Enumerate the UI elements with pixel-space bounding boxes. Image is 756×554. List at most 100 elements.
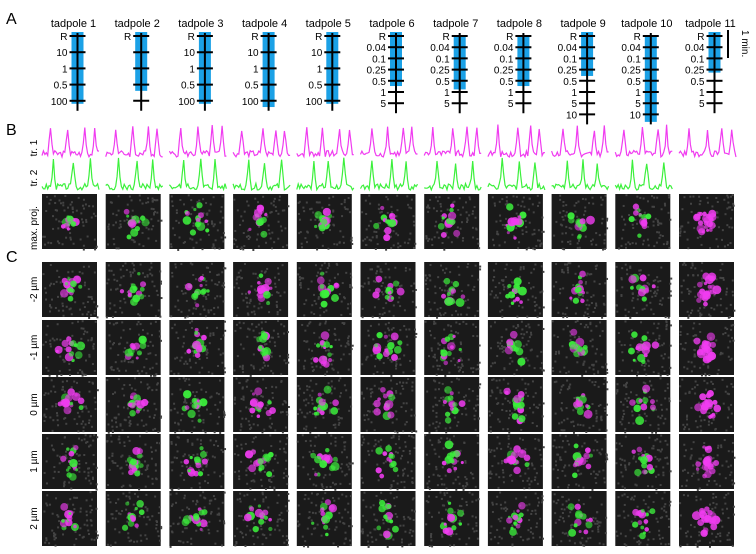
max-projection-tile bbox=[42, 194, 98, 251]
trace-2-line bbox=[424, 160, 482, 192]
z-slice-tile bbox=[360, 377, 418, 434]
z-slice-tile bbox=[42, 262, 99, 319]
stimulus-tick-label: 0.5 bbox=[499, 77, 513, 88]
stimulus-tick-label: 5 bbox=[444, 99, 450, 110]
z-slice-tile bbox=[42, 377, 99, 433]
z-slice-tile bbox=[679, 434, 736, 491]
z-slice-tile bbox=[233, 434, 289, 491]
z-offset-label: 1 µm bbox=[29, 450, 40, 472]
trace-2-line bbox=[614, 159, 673, 192]
z-slice-tile bbox=[360, 262, 417, 319]
max-projection-tile bbox=[360, 194, 417, 251]
tadpole-column: tadpole 7 R0.040.10.250.515 bbox=[423, 18, 482, 548]
z-slice-tile bbox=[424, 320, 481, 377]
tadpole-column: tadpole 5 R 10 1 0.5 100 bbox=[296, 18, 355, 548]
trace-1-line bbox=[359, 126, 418, 159]
max-projection-tile bbox=[169, 194, 227, 251]
z-slice-tile bbox=[169, 491, 226, 548]
max-projection-tile bbox=[296, 194, 354, 251]
stimulus-tick-label: 5 bbox=[572, 99, 578, 110]
z-slice-tile bbox=[42, 320, 97, 377]
z-slice-tile bbox=[424, 377, 482, 434]
z-slice-tile bbox=[615, 320, 672, 377]
stimulus-tick-label: 1 bbox=[699, 88, 705, 99]
tadpole-name: tadpole 6 bbox=[369, 18, 414, 30]
tadpole-name: tadpole 7 bbox=[433, 18, 478, 30]
trace-2-line bbox=[168, 158, 227, 192]
trace-2-line bbox=[41, 158, 100, 192]
z-slice-tile bbox=[615, 434, 672, 491]
stimulus-tick-label: 100 bbox=[242, 97, 259, 108]
z-slice-tile bbox=[424, 434, 480, 491]
stimulus-tick-label: 0.25 bbox=[621, 66, 641, 77]
tadpole-column: tadpole 6 R0.040.10.250.515 bbox=[359, 18, 419, 548]
stimulus-tick-label: 0.5 bbox=[627, 77, 641, 88]
tadpole-name: tadpole 5 bbox=[306, 18, 351, 30]
trace-1-line bbox=[678, 128, 737, 159]
stimulus-tick-label: 0.1 bbox=[436, 54, 450, 65]
z-slice-tile bbox=[42, 491, 99, 547]
tadpole-column: tadpole 4 R 10 1 0.5 100 bbox=[232, 18, 291, 547]
z-offset-label: 2 µm bbox=[29, 507, 40, 529]
z-slice-tile bbox=[551, 262, 609, 319]
z-slice-tile bbox=[679, 491, 735, 548]
stimulus-tick-label: 0.25 bbox=[685, 66, 705, 77]
tadpole-column: tadpole 11 R0.040.10.250.515 bbox=[678, 18, 737, 548]
stimulus-tick-label: 100 bbox=[306, 97, 323, 108]
z-slice-tile bbox=[551, 434, 609, 491]
stimulus-tick-label: 0.5 bbox=[54, 81, 68, 92]
tadpole-name: tadpole 8 bbox=[497, 18, 542, 30]
stimulus-tick-label: 100 bbox=[178, 97, 195, 108]
stimulus-tick-label: 1 bbox=[380, 88, 386, 99]
trace-2-line bbox=[232, 159, 291, 192]
z-slice-tile bbox=[42, 434, 99, 491]
stimulus-tick-label: R bbox=[251, 32, 258, 43]
stimulus-tick-label: 0.5 bbox=[436, 77, 450, 88]
trace-1-line bbox=[168, 125, 227, 159]
scale-bar: 1 min. bbox=[727, 30, 750, 58]
z-slice-tile bbox=[551, 320, 609, 377]
tadpole-column: tadpole 2 R bbox=[105, 18, 164, 547]
row-label-trace1: tr. 1 bbox=[29, 139, 40, 156]
stimulus-tick-label: R bbox=[634, 32, 641, 43]
trace-1-line bbox=[614, 124, 673, 159]
tadpole-name: tadpole 4 bbox=[242, 18, 287, 30]
trace-1-line bbox=[487, 124, 545, 159]
stimulus-tick-label: 0.5 bbox=[691, 77, 705, 88]
z-slice-tile bbox=[105, 377, 163, 434]
tadpole-column: tadpole 1 R 10 1 0.5 100 bbox=[41, 18, 100, 547]
trace-2-line bbox=[487, 157, 546, 191]
stimulus-tick-label: R bbox=[315, 32, 322, 43]
tadpole-column: tadpole 8 R0.040.10.250.515 bbox=[487, 18, 546, 547]
stimulus-tick-label: 5 bbox=[508, 99, 514, 110]
stimulus-tick-label: 0.1 bbox=[691, 54, 705, 65]
tadpole-name: tadpole 10 bbox=[621, 18, 672, 30]
max-projection-tile bbox=[615, 194, 672, 250]
z-slice-tile bbox=[105, 320, 162, 377]
max-projection-tile bbox=[551, 194, 609, 251]
z-slice-tile bbox=[487, 377, 545, 434]
z-slice-tile bbox=[169, 262, 227, 319]
tadpole-name: tadpole 9 bbox=[560, 18, 605, 30]
stimulus-tick-label: 10 bbox=[566, 110, 578, 121]
trace-1-line bbox=[41, 127, 100, 160]
max-projection-tile bbox=[233, 194, 290, 251]
stimulus-tick-label: 10 bbox=[630, 110, 642, 121]
stimulus-tick-label: R bbox=[379, 32, 386, 43]
z-offset-label: -2 µm bbox=[29, 277, 40, 303]
stimulus-tick-label: R bbox=[60, 32, 67, 43]
stimulus-tick-label: 10 bbox=[56, 48, 68, 59]
z-slice-tile bbox=[615, 262, 673, 319]
max-projection-tile bbox=[105, 194, 163, 250]
stimulus-tick-label: 0.5 bbox=[372, 77, 386, 88]
stimulus-tick-label: 0.25 bbox=[367, 66, 387, 77]
stimulus-tick-label: 5 bbox=[635, 99, 641, 110]
stimulus-tick-label: 0.1 bbox=[627, 54, 641, 65]
z-slice-tile bbox=[679, 320, 735, 377]
stimulus-tick-label: R bbox=[570, 32, 577, 43]
stimulus-tick-label: R bbox=[124, 32, 131, 43]
z-offset-label: 0 µm bbox=[29, 393, 40, 415]
stimulus-tick-label: 0.25 bbox=[494, 66, 514, 77]
